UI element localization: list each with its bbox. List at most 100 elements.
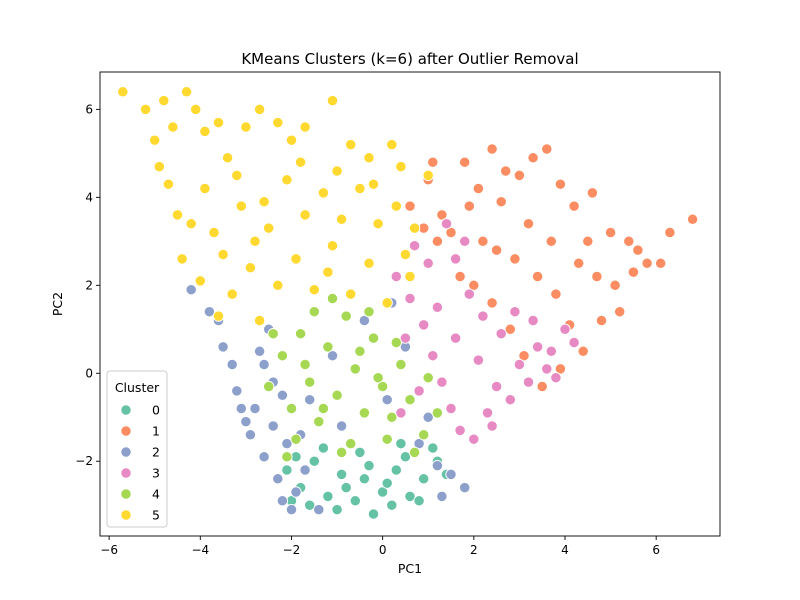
point-cluster-5-2 <box>149 134 161 146</box>
point-cluster-3-29 <box>527 314 539 327</box>
point-cluster-3-17 <box>559 323 571 335</box>
point-cluster-5-54 <box>367 178 380 190</box>
point-cluster-5-43 <box>363 257 375 269</box>
point-cluster-2-10 <box>285 503 298 516</box>
point-cluster-1-13 <box>604 226 617 239</box>
point-cluster-0-23 <box>381 477 393 489</box>
point-cluster-1-24 <box>536 380 548 393</box>
point-cluster-4-1 <box>276 350 289 362</box>
point-cluster-1-33 <box>477 235 489 247</box>
point-cluster-3-4 <box>436 376 448 388</box>
point-cluster-4-2 <box>285 402 298 415</box>
point-cluster-5-16 <box>345 138 357 151</box>
point-cluster-2-37 <box>267 420 279 432</box>
point-cluster-3-26 <box>422 257 434 269</box>
point-cluster-2-2 <box>217 341 229 353</box>
point-cluster-5-25 <box>194 275 206 287</box>
chart-title: KMeans Clusters (k=6) after Outlier Remo… <box>241 50 578 68</box>
point-cluster-2-24 <box>445 468 457 481</box>
point-cluster-3-13 <box>531 341 544 353</box>
point-cluster-2-28 <box>258 358 270 371</box>
point-cluster-3-1 <box>404 292 416 305</box>
point-cluster-4-23 <box>381 433 393 445</box>
point-cluster-5-38 <box>317 187 330 199</box>
point-cluster-5-19 <box>395 160 407 173</box>
x-tick-label: −2 <box>283 543 301 557</box>
point-cluster-2-17 <box>290 486 302 498</box>
point-cluster-4-3 <box>294 328 307 340</box>
point-cluster-5-34 <box>281 174 293 186</box>
point-cluster-2-23 <box>431 459 444 472</box>
point-cluster-1-38 <box>591 270 603 283</box>
point-cluster-2-18 <box>313 503 325 516</box>
point-cluster-3-30 <box>431 301 444 313</box>
point-cluster-1-0 <box>404 200 416 212</box>
legend-marker-0 <box>120 404 132 416</box>
point-cluster-5-55 <box>185 218 197 230</box>
point-cluster-5-9 <box>221 152 234 164</box>
point-cluster-1-46 <box>454 270 466 283</box>
point-cluster-1-41 <box>490 244 503 256</box>
point-cluster-3-12 <box>522 376 535 388</box>
point-cluster-5-39 <box>326 240 339 252</box>
point-cluster-5-58 <box>322 266 334 278</box>
point-cluster-2-4 <box>240 415 252 428</box>
point-cluster-2-15 <box>244 429 257 441</box>
point-cluster-5-21 <box>153 160 165 173</box>
point-cluster-1-49 <box>627 266 640 278</box>
x-tick-label: 2 <box>470 543 478 557</box>
point-cluster-2-29 <box>276 389 289 401</box>
point-cluster-3-7 <box>468 433 480 445</box>
point-cluster-0-15 <box>386 499 398 511</box>
point-cluster-5-27 <box>217 248 229 261</box>
point-cluster-3-3 <box>427 350 439 362</box>
point-cluster-5-8 <box>212 116 225 129</box>
point-cluster-1-35 <box>531 270 544 283</box>
y-tick-label: 2 <box>85 278 93 292</box>
point-cluster-2-13 <box>253 345 266 357</box>
point-cluster-5-23 <box>171 209 184 221</box>
point-cluster-5-52 <box>294 156 307 168</box>
point-cluster-4-7 <box>331 389 343 401</box>
point-cluster-5-31 <box>253 314 266 327</box>
point-cluster-4-29 <box>390 336 402 349</box>
x-axis-ticks: −6 −4 −2 0 2 4 6 <box>100 536 660 557</box>
point-cluster-1-44 <box>582 235 594 247</box>
point-cluster-4-22 <box>363 306 375 318</box>
point-cluster-5-59 <box>404 270 416 283</box>
point-cluster-5-42 <box>354 182 366 195</box>
point-cluster-5-22 <box>162 178 175 190</box>
point-cluster-4-18 <box>281 451 293 463</box>
legend-label-3: 3 <box>152 466 160 481</box>
point-cluster-4-16 <box>418 429 430 441</box>
point-cluster-2-33 <box>381 394 393 406</box>
point-cluster-2-25 <box>459 481 471 494</box>
point-cluster-5-48 <box>408 222 421 234</box>
point-cluster-4-0 <box>263 380 275 393</box>
point-cluster-4-11 <box>367 332 380 344</box>
point-cluster-3-34 <box>408 240 421 252</box>
point-cluster-2-0 <box>185 284 197 296</box>
point-cluster-1-17 <box>664 226 676 239</box>
point-cluster-5-12 <box>272 116 284 129</box>
point-cluster-1-9 <box>541 143 553 155</box>
point-cluster-0-20 <box>317 442 330 454</box>
point-cluster-3-2 <box>418 319 430 331</box>
point-cluster-5-29 <box>235 200 247 212</box>
point-cluster-3-23 <box>495 328 507 340</box>
point-cluster-1-23 <box>554 363 567 375</box>
point-cluster-1-25 <box>518 350 530 362</box>
point-cluster-3-20 <box>440 218 453 230</box>
data-points <box>117 86 699 520</box>
y-axis-label: PC2 <box>50 292 65 316</box>
point-cluster-1-22 <box>577 345 589 357</box>
point-cluster-1-20 <box>614 306 626 318</box>
point-cluster-5-5 <box>180 86 193 98</box>
point-cluster-0-5 <box>349 495 361 507</box>
point-cluster-3-24 <box>399 332 412 344</box>
point-cluster-3-21 <box>459 235 471 247</box>
point-cluster-4-17 <box>290 433 302 445</box>
point-cluster-0-18 <box>399 451 412 463</box>
point-cluster-1-14 <box>623 235 635 247</box>
